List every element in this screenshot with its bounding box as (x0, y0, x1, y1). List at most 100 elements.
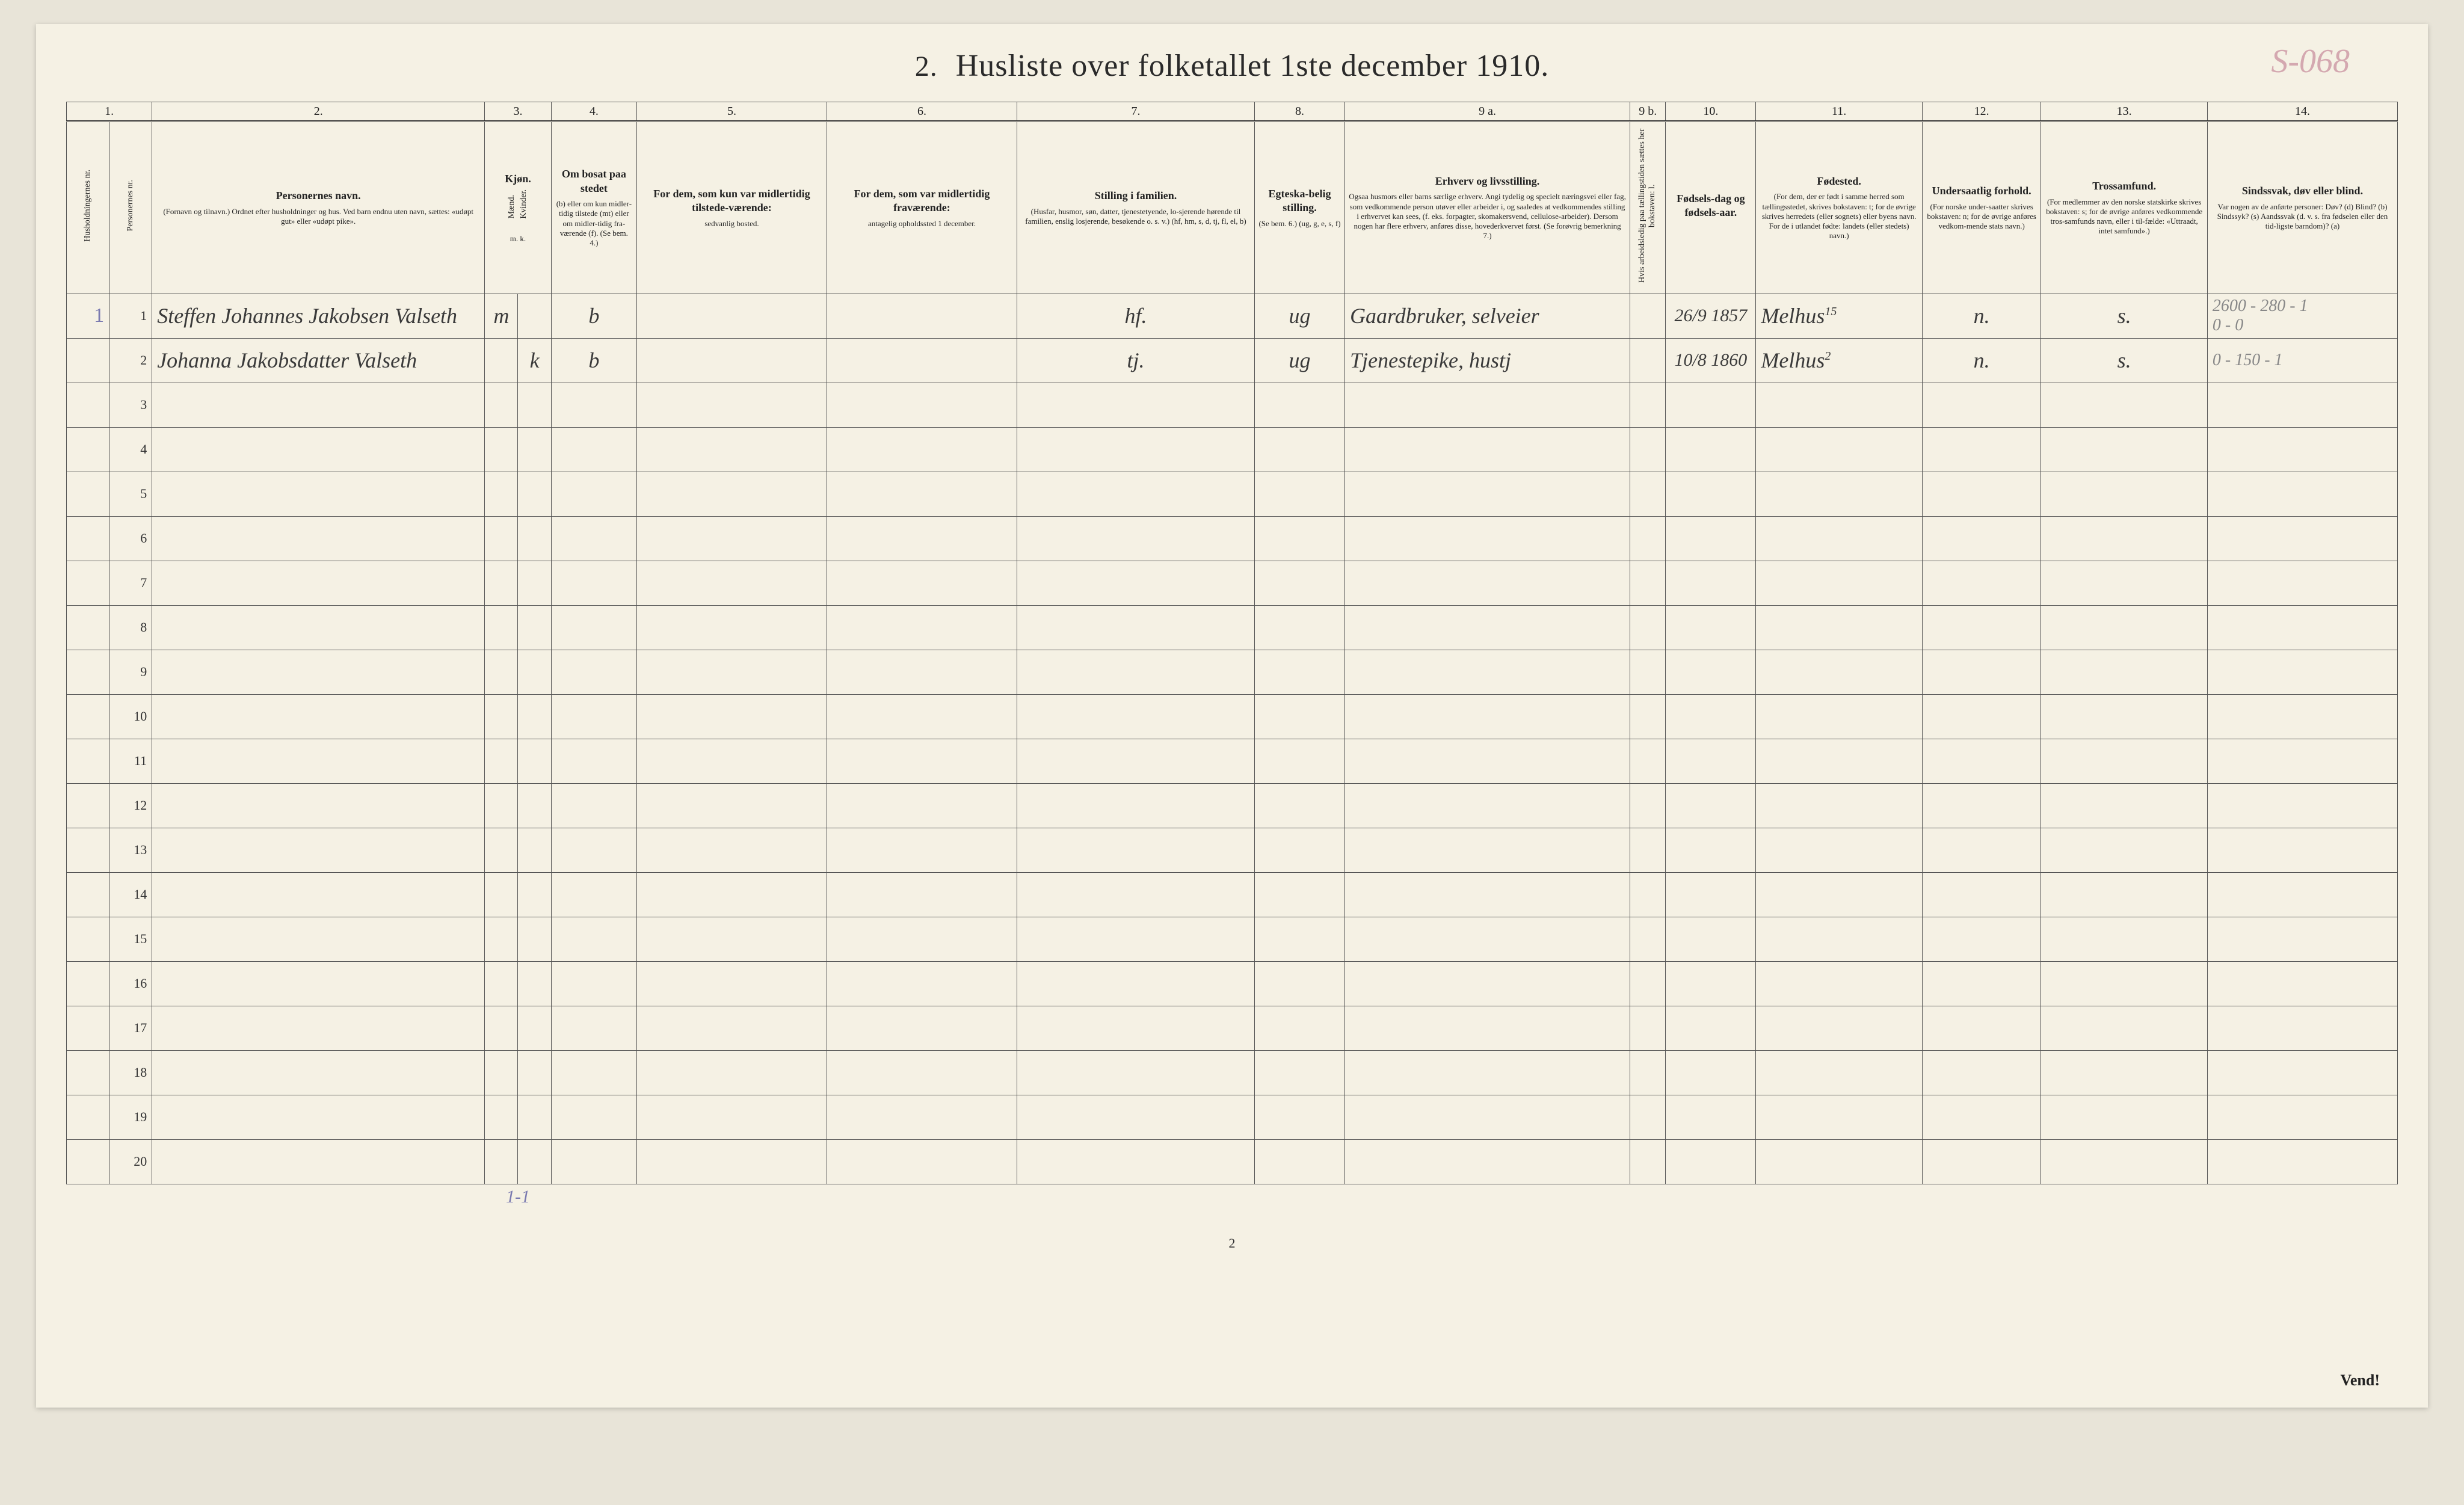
cell-name: Steffen Johannes Jakobsen Valseth (152, 294, 485, 338)
cell-pn: 16 (109, 961, 152, 1006)
cell-6 (827, 739, 1017, 783)
hdr-person-nr: Personernes nr. (109, 122, 152, 294)
cell-11: Melhus2 (1756, 338, 1923, 383)
cell-12 (1922, 427, 2041, 472)
cell-pn: 19 (109, 1095, 152, 1139)
cell-12 (1922, 1139, 2041, 1184)
cell-pn: 15 (109, 917, 152, 961)
hdr-5: For dem, som kun var midlertidig tilsted… (636, 122, 827, 294)
cell-bosat (551, 961, 636, 1006)
cell-14: 2600 - 280 - 10 - 0 (2207, 294, 2397, 338)
cell-14 (2207, 383, 2397, 427)
cell-bosat: b (551, 294, 636, 338)
cell-pn: 17 (109, 1006, 152, 1050)
table-row: 15 (67, 917, 2398, 961)
cell-sex-k (518, 739, 551, 783)
cell-8: ug (1254, 294, 1344, 338)
cell-10 (1666, 828, 1756, 872)
cell-9a (1345, 561, 1630, 605)
cell-pn: 10 (109, 694, 152, 739)
cell-bosat: b (551, 338, 636, 383)
cell-hh (67, 561, 109, 605)
cell-13 (2041, 516, 2208, 561)
cell-hh: 1 (67, 294, 109, 338)
column-number-row: 1. 2. 3. 4. 5. 6. 7. 8. 9 a. 9 b. 10. 11… (67, 102, 2398, 122)
cell-6 (827, 694, 1017, 739)
cell-10 (1666, 605, 1756, 650)
cell-name (152, 650, 485, 694)
cell-14 (2207, 516, 2397, 561)
cell-pn: 11 (109, 739, 152, 783)
cell-9b (1630, 917, 1666, 961)
colnum-4: 4. (551, 102, 636, 122)
cell-11 (1756, 783, 1923, 828)
cell-7 (1017, 1050, 1254, 1095)
cell-6 (827, 294, 1017, 338)
cell-9b (1630, 561, 1666, 605)
cell-5 (636, 338, 827, 383)
hdr-9b: Hvis arbeidsledig paa tællingstiden sætt… (1630, 122, 1666, 294)
colnum-14: 14. (2207, 102, 2397, 122)
cell-5 (636, 961, 827, 1006)
cell-bosat (551, 561, 636, 605)
vend-label: Vend! (2340, 1371, 2380, 1390)
cell-5 (636, 828, 827, 872)
cell-12 (1922, 561, 2041, 605)
cell-bosat (551, 472, 636, 516)
cell-8 (1254, 605, 1344, 650)
tally-row: 1-1 (67, 1184, 2398, 1228)
hdr-7: Stilling i familien. (Husfar, husmor, sø… (1017, 122, 1254, 294)
cell-7 (1017, 828, 1254, 872)
cell-13 (2041, 694, 2208, 739)
cell-10: 10/8 1860 (1666, 338, 1756, 383)
cell-6 (827, 828, 1017, 872)
colnum-6: 6. (827, 102, 1017, 122)
cell-bosat (551, 516, 636, 561)
cell-sex-m: m (485, 294, 518, 338)
cell-sex-k (518, 917, 551, 961)
table-row: 11 (67, 739, 2398, 783)
hdr-8: Egteska-belig stilling. (Se bem. 6.) (ug… (1254, 122, 1344, 294)
cell-6 (827, 1095, 1017, 1139)
bottom-tally: 1-1 (485, 1184, 552, 1228)
cell-7 (1017, 561, 1254, 605)
cell-14 (2207, 427, 2397, 472)
cell-hh (67, 1139, 109, 1184)
hdr-name: Personernes navn. (Fornavn og tilnavn.) … (152, 122, 485, 294)
colnum-5: 5. (636, 102, 827, 122)
cell-12: n. (1922, 294, 2041, 338)
table-body: 1 1 Steffen Johannes Jakobsen Valseth m … (67, 294, 2398, 1228)
cell-6 (827, 1050, 1017, 1095)
cell-9a (1345, 739, 1630, 783)
hdr-10: Fødsels-dag og fødsels-aar. (1666, 122, 1756, 294)
cell-12 (1922, 1095, 2041, 1139)
cell-13: s. (2041, 294, 2208, 338)
cell-sex-m (485, 383, 518, 427)
cell-hh (67, 1095, 109, 1139)
cell-5 (636, 872, 827, 917)
cell-sex-m (485, 605, 518, 650)
cell-13 (2041, 1050, 2208, 1095)
cell-11 (1756, 1139, 1923, 1184)
cell-5 (636, 294, 827, 338)
cell-9b (1630, 383, 1666, 427)
cell-sex-m (485, 561, 518, 605)
cell-5 (636, 650, 827, 694)
cell-sex-k (518, 1050, 551, 1095)
cell-11 (1756, 1095, 1923, 1139)
cell-pn: 7 (109, 561, 152, 605)
cell-8 (1254, 561, 1344, 605)
cell-10 (1666, 472, 1756, 516)
cell-pn: 4 (109, 427, 152, 472)
cell-10 (1666, 650, 1756, 694)
cell-9b (1630, 828, 1666, 872)
cell-name (152, 1050, 485, 1095)
cell-sex-k (518, 961, 551, 1006)
cell-7 (1017, 516, 1254, 561)
cell-5 (636, 739, 827, 783)
cell-10 (1666, 872, 1756, 917)
cell-9a (1345, 917, 1630, 961)
cell-9a (1345, 472, 1630, 516)
cell-11 (1756, 1006, 1923, 1050)
cell-12 (1922, 739, 2041, 783)
